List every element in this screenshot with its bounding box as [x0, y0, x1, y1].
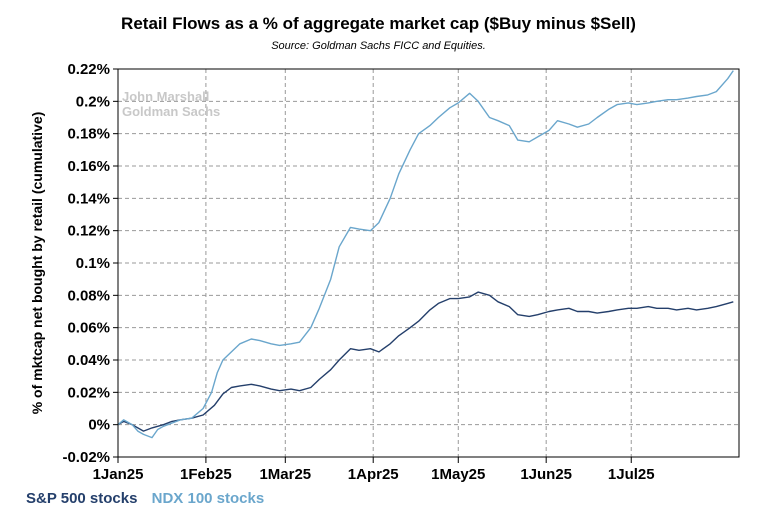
x-tick-label: 1Jan25: [93, 466, 144, 483]
y-tick-label: 0.1%: [76, 255, 110, 272]
x-tick-label: 1Apr25: [348, 466, 399, 483]
x-tick-label: 1Jun25: [520, 466, 572, 483]
y-tick-label: -0.02%: [62, 449, 110, 466]
y-axis-label: % of mktcap net bought by retail (cumula…: [29, 112, 45, 415]
watermark-line-1: John Marshall: [122, 89, 209, 104]
y-tick-label: 0.14%: [67, 190, 110, 207]
y-tick-label: 0.04%: [67, 352, 110, 369]
x-tick-label: 1Feb25: [180, 466, 232, 483]
y-tick-label: 0%: [88, 417, 110, 434]
watermark-line-2: Goldman Sachs: [122, 104, 220, 119]
y-tick-label: 0.08%: [67, 287, 110, 304]
x-axis: 1Jan25 1Feb25 1Mar25 1Apr25 1May25 1Jun25 1Jul…: [93, 457, 655, 483]
y-tick-label: 0.18%: [67, 126, 110, 143]
watermark: John Marshall Goldman Sachs: [122, 89, 220, 119]
y-axis: -0.02% 0% 0.02% 0.04% 0.06% 0.08% 0.1% 0.12% 0.1…: [62, 61, 118, 466]
legend-item-sp500: S&P 500 stocks: [26, 490, 138, 507]
chart-title: Retail Flows as a % of aggregate market …: [121, 14, 636, 33]
legend-item-ndx100: NDX 100 stocks: [151, 490, 265, 507]
x-tick-label: 1Mar25: [259, 466, 311, 483]
y-tick-label: 0.22%: [67, 61, 110, 78]
x-tick-label: 1May25: [431, 466, 485, 483]
x-tick-label: 1Jul25: [608, 466, 655, 483]
y-tick-label: 0.2%: [76, 93, 110, 110]
chart-subtitle: Source: Goldman Sachs FICC and Equities.: [271, 40, 486, 52]
series-lines: [117, 70, 734, 439]
y-tick-label: 0.06%: [67, 320, 110, 337]
legend: S&P 500 stocks NDX 100 stocks: [26, 490, 274, 507]
series-line-0: [117, 291, 734, 432]
y-tick-label: 0.12%: [67, 223, 110, 240]
grid-lines: [118, 69, 739, 457]
series-line-1: [117, 70, 734, 439]
y-tick-label: 0.02%: [67, 384, 110, 401]
y-tick-label: 0.16%: [67, 158, 110, 175]
